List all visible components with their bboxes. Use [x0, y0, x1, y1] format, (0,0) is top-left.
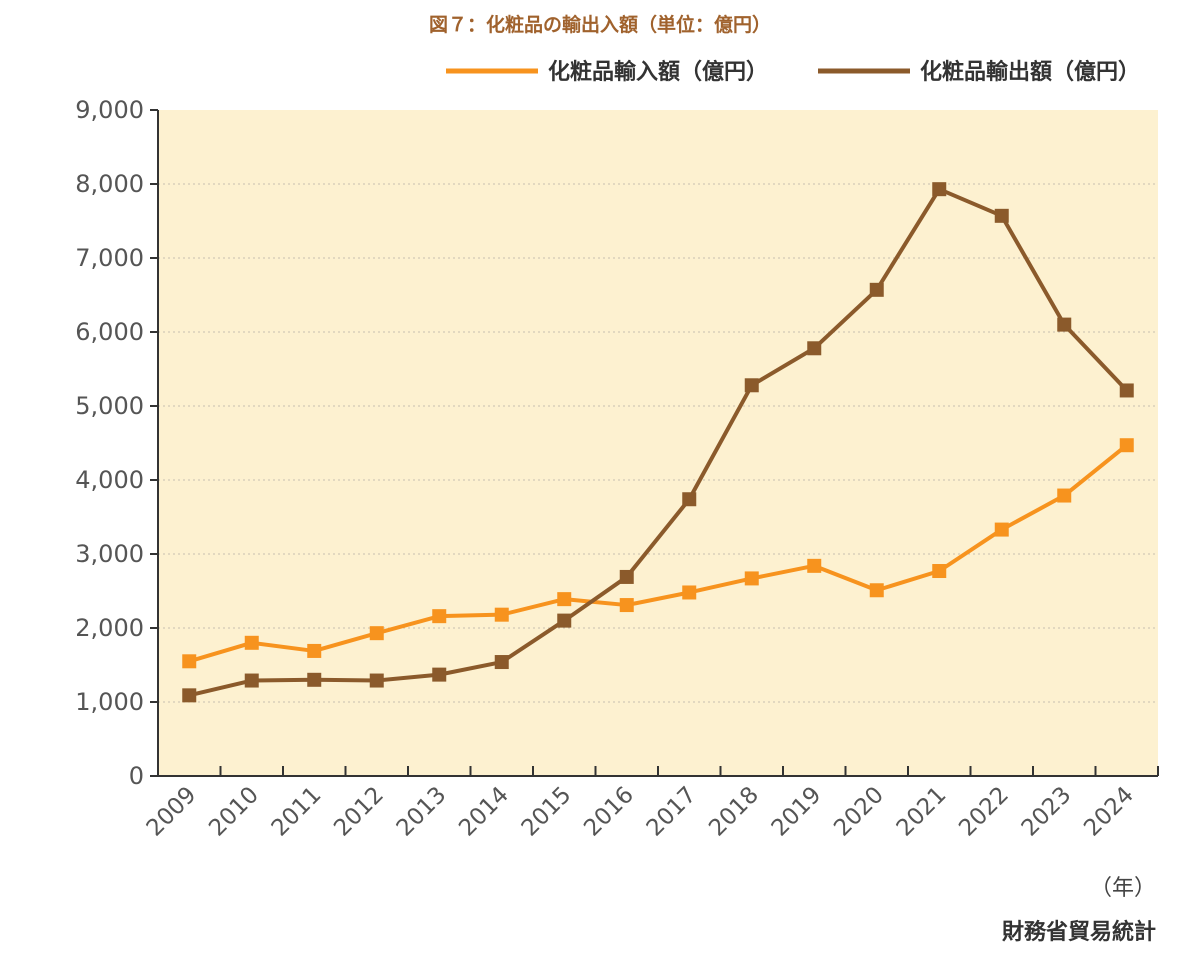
x-tick-label: 2015 — [517, 782, 577, 842]
data-point-marker — [432, 609, 447, 624]
data-point-marker — [744, 571, 759, 586]
data-point-marker — [994, 522, 1009, 537]
data-point-marker — [494, 655, 509, 670]
data-point-marker — [682, 492, 697, 507]
x-tick-label: 2021 — [892, 782, 952, 842]
source-label: 財務省貿易統計 — [1001, 920, 1156, 945]
data-point-marker — [1057, 488, 1072, 503]
y-tick-label: 9,000 — [75, 96, 144, 124]
x-tick-label: 2024 — [1079, 782, 1139, 842]
plot-background — [158, 110, 1158, 776]
x-tick-label: 2017 — [642, 782, 702, 842]
data-point-marker — [432, 667, 447, 682]
series-exports — [182, 182, 1134, 703]
y-tick-label: 4,000 — [75, 466, 144, 494]
data-point-marker — [807, 341, 822, 356]
data-point-marker — [932, 564, 947, 579]
x-tick-label: 2016 — [579, 782, 639, 842]
data-point-marker — [244, 673, 259, 688]
y-tick-label: 8,000 — [75, 170, 144, 198]
data-point-marker — [369, 626, 384, 641]
data-point-marker — [994, 208, 1009, 223]
y-tick-label: 5,000 — [75, 392, 144, 420]
series-imports — [182, 438, 1134, 669]
x-tick-label: 2010 — [204, 782, 264, 842]
data-point-marker — [807, 558, 822, 573]
series — [182, 182, 1134, 703]
chart-title: 図７：化粧品の輸出入額（単位：億円） — [428, 14, 771, 36]
y-tick-label: 6,000 — [75, 318, 144, 346]
y-tick-labels: 0 1,000 2,000 3,000 4,000 5,000 6,000 7,000 8,00… — [75, 96, 144, 790]
data-point-marker — [619, 598, 634, 613]
legend-label: 化粧品輸入額（億円） — [548, 59, 768, 85]
data-point-marker — [557, 592, 572, 607]
data-point-marker — [682, 585, 697, 600]
data-point-marker — [619, 569, 634, 584]
data-point-marker — [182, 654, 197, 669]
legend-label: 化粧品輸出額（億円） — [920, 59, 1140, 85]
grid-lines — [158, 183, 1158, 703]
x-axis-unit-label: （年） — [1089, 876, 1156, 901]
data-point-marker — [557, 613, 572, 628]
x-tick-label: 2020 — [829, 782, 889, 842]
x-tick-labels: 2009 2010 2011 2012 2013 2014 2015 2016 2017 2018… — [142, 782, 1139, 842]
y-tick-label: 3,000 — [75, 540, 144, 568]
data-point-marker — [1057, 317, 1072, 332]
data-point-marker — [744, 378, 759, 393]
data-point-marker — [369, 673, 384, 688]
series-line — [188, 443, 1129, 664]
y-tick-label: 7,000 — [75, 244, 144, 272]
x-tick-label: 2019 — [767, 782, 827, 842]
legend: 化粧品輸入額（億円） 化粧品輸出額（億円） — [446, 59, 1140, 85]
y-tick-label: 2,000 — [75, 614, 144, 642]
data-point-marker — [1119, 438, 1134, 453]
data-point-marker — [869, 583, 884, 598]
y-tick-label: 1,000 — [75, 688, 144, 716]
x-tick-label: 2009 — [142, 782, 202, 842]
x-tick-label: 2014 — [454, 782, 514, 842]
data-point-marker — [182, 688, 197, 703]
data-point-marker — [244, 635, 259, 650]
data-point-marker — [932, 182, 947, 197]
series-line — [188, 187, 1129, 698]
data-point-marker — [869, 282, 884, 297]
x-tick-label: 2023 — [1017, 782, 1077, 842]
x-tick-label: 2012 — [329, 782, 389, 842]
data-point-marker — [307, 643, 322, 658]
y-tick-label: 0 — [129, 762, 144, 790]
x-tick-label: 2018 — [704, 782, 764, 842]
x-tick-label: 2022 — [954, 782, 1014, 842]
axes — [150, 109, 1159, 777]
x-tick-label: 2011 — [267, 782, 327, 842]
data-point-marker — [494, 607, 509, 622]
data-point-marker — [1119, 383, 1134, 398]
data-point-marker — [307, 672, 322, 687]
x-tick-label: 2013 — [392, 782, 452, 842]
